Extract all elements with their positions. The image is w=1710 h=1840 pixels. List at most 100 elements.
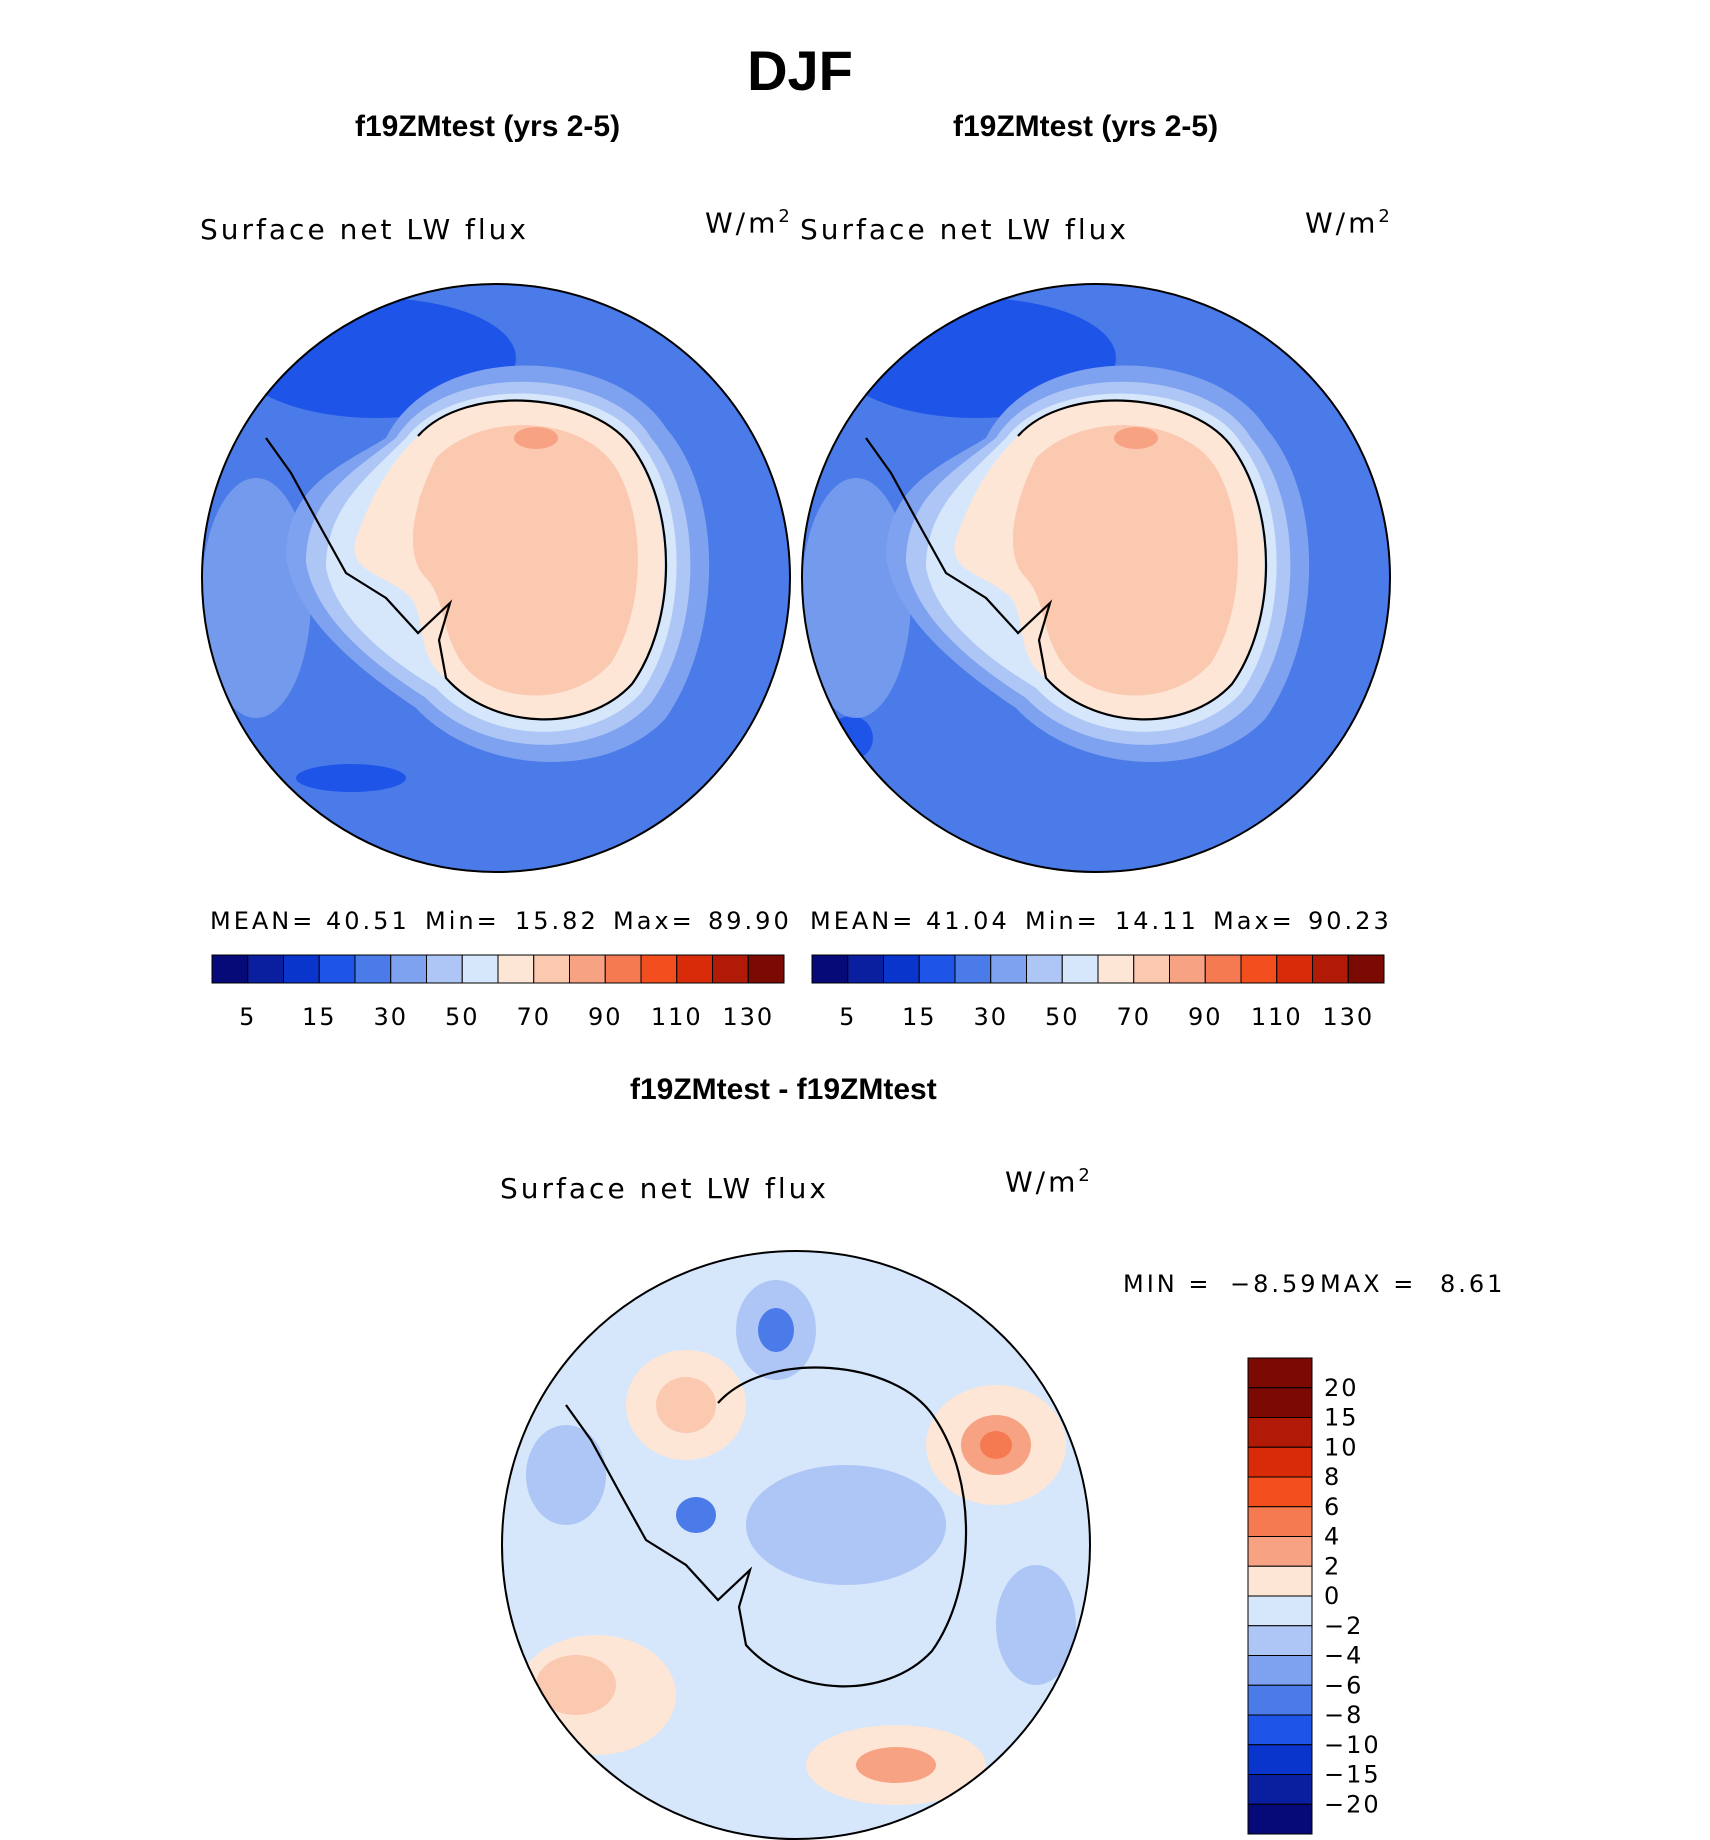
map2-border	[801, 283, 1391, 873]
map2-antarctica-high	[1012, 425, 1238, 696]
colorbar3-swatch	[1247, 1684, 1313, 1716]
colorbar1-swatch	[354, 954, 392, 984]
colorbar3-tick-label: 2	[1324, 1552, 1341, 1580]
colorbar3-swatch	[1247, 1387, 1313, 1418]
colorbar2-tick-label: 110	[1251, 1003, 1303, 1031]
panel3-min: −8.59	[1230, 1270, 1319, 1298]
panel1-variable: Surface net LW flux	[200, 213, 529, 246]
colorbar1-swatch	[747, 954, 785, 984]
colorbar3-swatch	[1247, 1595, 1313, 1627]
colorbar3-swatch	[1247, 1714, 1313, 1746]
colorbar2-swatch	[1240, 954, 1278, 984]
panel2-mean-label: MEAN=	[810, 907, 916, 935]
colorbar1-swatch	[533, 954, 570, 984]
colorbar3-swatch	[1247, 1417, 1313, 1448]
colorbar3-swatch	[1247, 1625, 1313, 1656]
colorbar3-tick-label: −20	[1324, 1790, 1381, 1818]
colorbar3-swatch	[1247, 1774, 1313, 1805]
colorbar1-swatch	[676, 954, 713, 984]
colorbar1-tick-label: 110	[651, 1003, 703, 1031]
colorbar1-tick-label: 30	[373, 1003, 408, 1031]
map1-coastline	[265, 399, 668, 721]
colorbar2-tick-label: 50	[1045, 1003, 1080, 1031]
colorbar3-swatch	[1247, 1446, 1313, 1478]
colorbar3-tick-label: 20	[1324, 1374, 1359, 1402]
colorbar2-swatch	[918, 954, 956, 984]
map1-low-flux-patch-b	[296, 764, 406, 792]
colorbar3-swatch	[1247, 1744, 1313, 1775]
map1-interior-max	[514, 427, 558, 449]
panel1-mean-label: MEAN=	[210, 907, 316, 935]
panel1-max: 89.90	[708, 907, 792, 935]
colorbar3-tick-label: −15	[1324, 1761, 1381, 1789]
map3-negative-patch-b	[758, 1308, 794, 1352]
panel1-mean: 40.51	[326, 907, 410, 935]
panel2-variable: Surface net LW flux	[800, 213, 1129, 246]
colorbar2-tick-label: 15	[902, 1003, 937, 1031]
colorbar3-swatch	[1247, 1476, 1313, 1508]
panel2-max-label: Max=	[1213, 907, 1295, 935]
colorbar1-swatch	[569, 954, 606, 984]
colorbar3-tick-label: 8	[1324, 1463, 1341, 1491]
panel1-min-label: Min=	[425, 907, 500, 935]
season-title: DJF	[747, 39, 853, 102]
colorbar2-swatch	[811, 954, 849, 984]
colorbar2-swatch	[1204, 954, 1242, 984]
colorbar3-tick-label: 0	[1324, 1582, 1341, 1610]
colorbar2-swatch	[1312, 954, 1349, 984]
colorbar1: 5 15 30 50 70 90 110 130	[211, 954, 785, 1031]
colorbar1-tick-label: 50	[445, 1003, 480, 1031]
colorbar2-tick-label: 130	[1322, 1003, 1374, 1031]
colorbar1-swatch	[461, 954, 499, 984]
colorbar1-swatch	[497, 954, 535, 984]
panel2-title: f19ZMtest (yrs 2-5)	[953, 110, 1219, 143]
map3-negative-min	[676, 1497, 716, 1533]
colorbar3-swatch	[1247, 1803, 1313, 1835]
colorbar2-swatch	[1026, 954, 1063, 984]
map1	[202, 284, 790, 872]
map1-border	[201, 283, 791, 873]
colorbar2-swatch	[990, 954, 1027, 984]
panel3-min-label: MIN =	[1123, 1270, 1212, 1298]
colorbar1-swatch	[318, 954, 356, 984]
panel2-units: W/m2	[1305, 206, 1393, 240]
colorbar3-tick-label: 6	[1324, 1493, 1341, 1521]
colorbar1-tick-label: 130	[722, 1003, 774, 1031]
colorbar3-swatch	[1247, 1655, 1313, 1686]
panel2-max: 90.23	[1308, 907, 1392, 935]
colorbar3-swatch	[1247, 1536, 1313, 1567]
panel3-variable: Surface net LW flux	[500, 1172, 829, 1205]
colorbar3-tick-label: 15	[1324, 1404, 1359, 1432]
colorbar2: 5 15 30 50 70 90 110 130	[811, 954, 1385, 1031]
panel3-units: W/m2	[1005, 1165, 1093, 1199]
panel2-mean: 41.04	[926, 907, 1010, 935]
colorbar2-swatch	[1276, 954, 1313, 984]
colorbar2-swatch	[1133, 954, 1170, 984]
panel3-max: 8.61	[1440, 1270, 1506, 1298]
panel2-min-label: Min=	[1025, 907, 1100, 935]
panel1-title: f19ZMtest (yrs 2-5)	[355, 110, 621, 143]
colorbar1-tick-label: 70	[516, 1003, 551, 1031]
map2	[802, 284, 1390, 872]
colorbar2-swatch	[1347, 954, 1385, 984]
colorbar3-swatch	[1247, 1506, 1313, 1537]
colorbar2-tick-label: 5	[839, 1003, 856, 1031]
map1-peninsula-patch	[419, 486, 463, 514]
colorbar3-tick-label: 10	[1324, 1433, 1359, 1461]
map3	[502, 1251, 1090, 1839]
colorbar3-swatch	[1247, 1565, 1313, 1597]
colorbar2-swatch	[847, 954, 884, 984]
colorbar2-tick-label: 30	[973, 1003, 1008, 1031]
colorbar3-tick-label: 4	[1324, 1523, 1341, 1551]
panel1-units: W/m2	[705, 206, 793, 240]
colorbar2-tick-label: 90	[1188, 1003, 1223, 1031]
colorbar3-swatch	[1247, 1357, 1313, 1389]
map1-moderate-flux-patch	[202, 478, 311, 718]
map3-positive-patch-b	[656, 1377, 716, 1433]
panel3-title: f19ZMtest - f19ZMtest	[630, 1073, 937, 1106]
colorbar2-swatch	[1169, 954, 1206, 984]
map3-border	[501, 1250, 1091, 1840]
colorbar1-tick-label: 90	[588, 1003, 623, 1031]
map3-positive-max	[980, 1431, 1012, 1459]
